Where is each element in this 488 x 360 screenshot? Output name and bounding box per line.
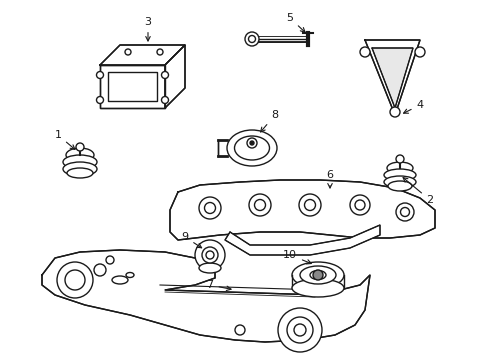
Circle shape — [249, 141, 253, 145]
Circle shape — [244, 32, 259, 46]
Polygon shape — [100, 65, 164, 108]
Ellipse shape — [291, 279, 343, 297]
Circle shape — [298, 194, 320, 216]
Ellipse shape — [291, 262, 343, 288]
Circle shape — [248, 36, 255, 42]
Circle shape — [278, 308, 321, 352]
Ellipse shape — [112, 276, 128, 284]
Circle shape — [400, 207, 408, 216]
Circle shape — [304, 199, 315, 211]
Polygon shape — [371, 48, 412, 108]
Circle shape — [349, 195, 369, 215]
Polygon shape — [170, 180, 434, 240]
Circle shape — [286, 317, 312, 343]
Polygon shape — [164, 45, 184, 108]
Circle shape — [125, 49, 131, 55]
Circle shape — [199, 197, 221, 219]
Ellipse shape — [63, 162, 97, 176]
Text: 8: 8 — [260, 110, 278, 132]
Circle shape — [395, 155, 403, 163]
Ellipse shape — [199, 263, 221, 273]
Circle shape — [76, 143, 84, 151]
Ellipse shape — [383, 176, 415, 188]
Text: 9: 9 — [181, 232, 201, 248]
Text: 6: 6 — [326, 170, 333, 188]
Ellipse shape — [66, 148, 94, 162]
Polygon shape — [224, 225, 379, 255]
Circle shape — [235, 325, 244, 335]
Circle shape — [161, 72, 168, 78]
Ellipse shape — [386, 162, 412, 174]
Ellipse shape — [383, 169, 415, 181]
Ellipse shape — [226, 130, 276, 166]
Text: 5: 5 — [286, 13, 305, 32]
Circle shape — [359, 47, 369, 57]
Circle shape — [57, 262, 93, 298]
Text: 10: 10 — [283, 250, 311, 264]
Circle shape — [205, 251, 214, 259]
Ellipse shape — [234, 136, 269, 160]
Text: 3: 3 — [144, 17, 151, 41]
Polygon shape — [100, 45, 184, 65]
Polygon shape — [42, 250, 369, 342]
Circle shape — [293, 324, 305, 336]
Circle shape — [312, 270, 323, 280]
Circle shape — [94, 264, 106, 276]
Circle shape — [204, 202, 215, 213]
Circle shape — [254, 199, 265, 211]
Circle shape — [246, 138, 257, 148]
Circle shape — [96, 96, 103, 104]
Circle shape — [161, 96, 168, 104]
Circle shape — [157, 49, 163, 55]
Circle shape — [248, 194, 270, 216]
Ellipse shape — [299, 266, 335, 284]
Ellipse shape — [67, 168, 93, 178]
Circle shape — [414, 47, 424, 57]
Circle shape — [106, 256, 114, 264]
Ellipse shape — [309, 270, 325, 279]
Circle shape — [96, 72, 103, 78]
Circle shape — [354, 200, 364, 210]
Circle shape — [65, 270, 85, 290]
Circle shape — [389, 107, 399, 117]
Polygon shape — [108, 72, 157, 101]
Polygon shape — [364, 40, 419, 115]
Text: 4: 4 — [403, 100, 423, 113]
Circle shape — [202, 247, 218, 263]
Text: 7: 7 — [206, 280, 231, 291]
Text: 2: 2 — [402, 177, 433, 205]
Ellipse shape — [126, 273, 134, 278]
Ellipse shape — [63, 155, 97, 169]
Circle shape — [195, 240, 224, 270]
Ellipse shape — [387, 181, 411, 191]
Text: 1: 1 — [54, 130, 75, 149]
Circle shape — [395, 203, 413, 221]
